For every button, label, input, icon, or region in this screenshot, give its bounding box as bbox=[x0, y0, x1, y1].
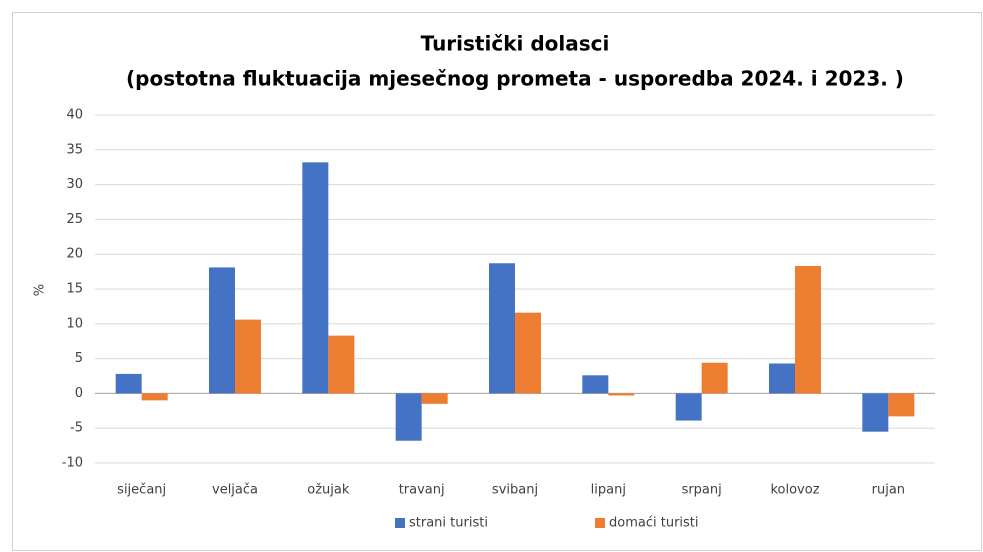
legend-swatch bbox=[395, 518, 405, 528]
bar bbox=[141, 393, 168, 401]
bar bbox=[701, 362, 728, 394]
y-tick-label: -10 bbox=[62, 456, 83, 471]
bar bbox=[235, 319, 261, 394]
bar bbox=[395, 393, 422, 441]
bar bbox=[888, 393, 915, 417]
y-tick-label: -5 bbox=[70, 421, 83, 436]
bar bbox=[421, 393, 448, 404]
bar bbox=[795, 266, 821, 394]
bar bbox=[582, 375, 609, 394]
y-tick-label: 20 bbox=[66, 247, 83, 262]
y-tick-label: 0 bbox=[75, 386, 83, 401]
x-tick-label: travanj bbox=[399, 483, 445, 498]
legend-label: strani turisti bbox=[409, 516, 488, 531]
y-tick-label: 25 bbox=[66, 212, 83, 227]
y-tick-label: 10 bbox=[66, 316, 83, 331]
y-tick-label: 15 bbox=[66, 282, 83, 297]
y-tick-label: 40 bbox=[66, 108, 83, 123]
bar bbox=[115, 373, 142, 394]
x-tick-label: srpanj bbox=[682, 483, 722, 498]
chart-title: Turistički dolasci bbox=[421, 32, 610, 56]
y-axis-label: % bbox=[33, 284, 48, 296]
bar bbox=[608, 393, 635, 396]
y-tick-label: 30 bbox=[66, 177, 83, 192]
bar bbox=[209, 267, 235, 394]
bar bbox=[515, 312, 541, 394]
y-tick-label: 35 bbox=[66, 142, 83, 157]
bar bbox=[302, 162, 329, 394]
chart-subtitle: (postotna fluktuacija mjesečnog prometa … bbox=[126, 67, 904, 91]
legend-label: domaći turisti bbox=[609, 516, 699, 531]
x-tick-label: svibanj bbox=[492, 483, 538, 498]
bar bbox=[328, 335, 355, 394]
bar bbox=[862, 393, 889, 432]
bar bbox=[675, 393, 702, 421]
x-tick-label: veljača bbox=[212, 483, 258, 498]
legend-swatch bbox=[595, 518, 605, 528]
x-tick-label: siječanj bbox=[117, 483, 166, 498]
x-tick-label: kolovoz bbox=[770, 483, 819, 498]
bar bbox=[769, 363, 795, 394]
bar bbox=[489, 263, 515, 394]
x-tick-label: lipanj bbox=[591, 483, 626, 498]
x-tick-label: rujan bbox=[872, 483, 905, 498]
x-tick-label: ožujak bbox=[307, 483, 350, 498]
y-tick-label: 5 bbox=[75, 351, 83, 366]
